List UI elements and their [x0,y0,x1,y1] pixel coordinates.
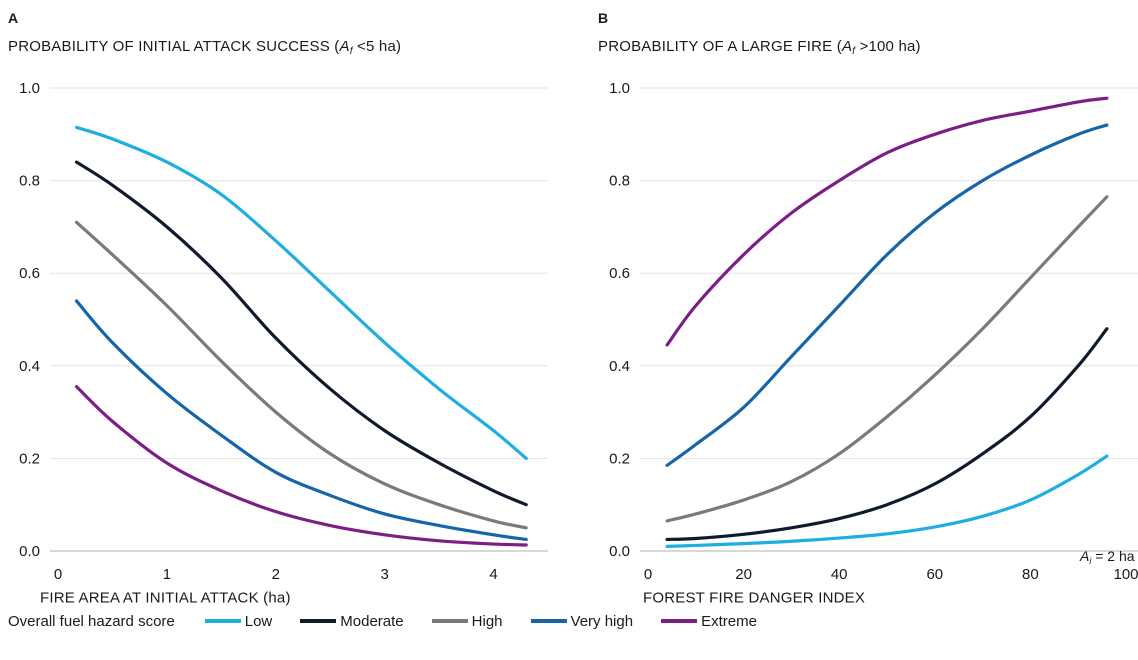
x-tick-label: 20 [735,566,752,583]
panel-b-title: PROBABILITY OF A LARGE FIRE (Af >100 ha) [598,38,921,57]
x-tick-label: 4 [489,566,497,583]
x-tick-label: 1 [163,566,171,583]
series-line-low [665,454,1109,548]
y-tick-label: 0.2 [19,450,40,467]
y-tick-label: 0.0 [609,543,630,560]
panel-b-plot: 0.0 0.2 0.4 0.6 0.8 1.0 0 20 40 60 80 100 [609,80,1138,583]
panel-a-title-variable: A [339,38,350,55]
legend-label-extreme: Extreme [701,612,757,630]
panel-b-xlabel: FOREST FIRE DANGER INDEX [643,589,866,607]
series-line-moderate [665,327,1109,542]
x-tick-label: 0 [54,566,62,583]
series-line-high [665,195,1109,523]
panel-b-title-variable: A [841,38,853,55]
panel-a-plot: 0.0 0.2 0.4 0.6 0.8 1.0 0 1 2 3 4 [19,80,548,583]
legend-swatch-very-high [530,619,567,623]
series-line-moderate [74,160,528,507]
panel-b-title-prefix: PROBABILITY OF A LARGE FIRE ( [598,38,842,55]
legend-swatch-extreme [661,619,698,623]
legend-label-high: High [471,612,503,630]
legend-item-high: High [431,612,503,630]
y-tick-label: 0.6 [609,265,630,282]
x-tick-label: 0 [644,566,652,583]
series-line-extreme [665,96,1109,347]
panel-a-xlabel: FIRE AREA AT INITIAL ATTACK (ha) [40,589,291,607]
panel-b-annotation: Ai = 2 ha [1080,548,1135,566]
legend-label-low: Low [244,612,273,630]
legend-item-extreme: Extreme [661,613,757,630]
x-tick-label: 100 [1113,566,1138,583]
y-tick-label: 0.6 [19,265,40,282]
x-tick-label: 2 [272,566,280,583]
legend-label-very-high: Very high [570,612,634,630]
legend-swatch-high [431,619,468,623]
y-tick-label: 1.0 [609,80,630,97]
annotation-value: = 2 ha [1091,548,1135,564]
x-tick-label: 3 [380,566,388,583]
panel-a-title-subscript: f [349,46,353,57]
series-line-high [74,220,528,530]
legend-item-very-high: Very high [530,612,634,630]
y-tick-label: 0.4 [19,358,40,375]
x-tick-label: 40 [831,566,848,583]
panel-b-title-suffix: >100 ha) [855,38,921,55]
x-tick-label: 80 [1022,566,1039,583]
y-tick-label: 0.8 [19,173,40,190]
panel-a-title: PROBABILITY OF INITIAL ATTACK SUCCESS (A… [8,38,401,57]
panel-a-title-prefix: PROBABILITY OF INITIAL ATTACK SUCCESS ( [8,38,340,55]
series-line-very-high [74,299,528,542]
x-tick-label: 60 [926,566,943,583]
panel-a-letter: A [8,10,19,26]
legend-item-low: Low [204,612,273,630]
series-line-extreme [74,385,528,547]
panel-b-letter: B [598,10,609,26]
panel-b-title-subscript: f [852,46,856,57]
legend-swatch-moderate [300,619,337,623]
legend-swatch-low [204,619,241,623]
y-tick-label: 0.4 [609,358,630,375]
annotation-variable: A [1080,548,1090,564]
legend: Overall fuel hazard score Low Moderate H… [8,610,785,632]
annotation-subscript: i [1089,556,1092,566]
y-tick-label: 1.0 [19,80,40,97]
legend-label-moderate: Moderate [340,612,404,630]
y-tick-label: 0.0 [19,543,40,560]
y-tick-label: 0.2 [609,450,630,467]
y-tick-label: 0.8 [609,173,630,190]
series-line-very-high [665,123,1109,467]
panel-a-title-suffix: <5 ha) [352,38,402,55]
legend-title: Overall fuel hazard score [8,612,175,630]
legend-item-moderate: Moderate [300,612,404,630]
series-line-low [74,125,528,460]
